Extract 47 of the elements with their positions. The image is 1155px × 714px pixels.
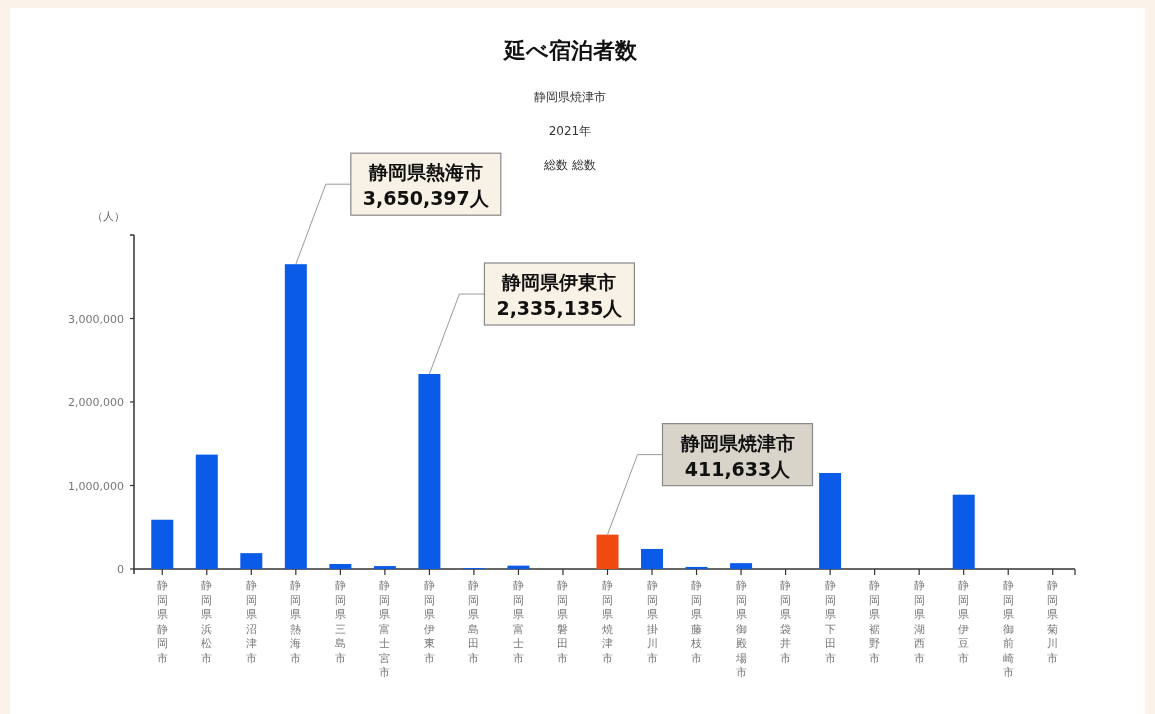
y-tick-label: 0 (117, 563, 124, 576)
x-tick-label: 静岡県富士宮市 (379, 579, 391, 679)
bar (507, 565, 530, 569)
y-axis-title: （人） (91, 210, 125, 223)
x-tick-label: 静岡県伊豆市 (958, 579, 970, 665)
bar (596, 534, 619, 569)
bar (329, 563, 352, 569)
bar (195, 454, 218, 569)
x-tick-label: 静岡県三島市 (334, 579, 346, 665)
x-tick-label: 静岡県伊東市 (423, 579, 435, 665)
bar (685, 566, 708, 569)
x-tick-label: 静岡県浜松市 (201, 579, 213, 665)
annotation: 静岡県熱海市 3,650,397人 (362, 161, 490, 210)
y-tick-label: 3,000,000 (68, 312, 124, 326)
bar (151, 519, 174, 569)
x-tick-label: 静岡県静岡市 (156, 579, 168, 665)
annotation: 静岡県伊東市 2,335,135人 (496, 271, 624, 320)
x-tick-label: 静岡県富士市 (512, 579, 524, 665)
x-tick-label: 静岡県藤枝市 (690, 579, 703, 665)
x-tick-label: 静岡県焼津市 (602, 579, 613, 665)
bar (641, 548, 664, 569)
x-tick-label: 静岡県御殿場市 (734, 579, 747, 679)
y-tick-label: 1,000,000 (68, 479, 124, 493)
annotation: 静岡県焼津市 411,633人 (679, 431, 795, 480)
x-tick-label: 静岡県掛川市 (646, 579, 658, 665)
x-tick-label: 静岡県菊川市 (1047, 579, 1059, 665)
x-tick-label: 静岡県磐田市 (557, 579, 569, 665)
x-tick-label: 静岡県袋井市 (780, 579, 792, 665)
bar (952, 494, 975, 569)
bar (240, 553, 263, 569)
y-tick-label: 2,000,000 (68, 396, 124, 409)
x-tick-label: 静岡県島田市 (468, 579, 480, 665)
x-tick-label: 静岡県下田市 (824, 579, 836, 665)
text: 総数 総数 (543, 158, 596, 172)
bar (373, 566, 396, 569)
bar (730, 563, 753, 569)
chart-subtitle: 静岡県焼津市 (534, 90, 606, 104)
bar (284, 264, 307, 569)
bar (418, 374, 441, 569)
x-tick-label: 静岡県裾野市 (869, 579, 881, 665)
chart-title: 延べ宿泊者数 (501, 38, 638, 63)
x-tick-label: 静岡県湖西市 (913, 579, 925, 665)
x-tick-label: 静岡県熱海市 (290, 579, 302, 665)
text: 2021年 (548, 124, 592, 138)
x-tick-label: 静岡県御前崎市 (1002, 579, 1014, 679)
x-tick-label: 静岡県沼津市 (245, 579, 257, 665)
bar (819, 472, 842, 569)
